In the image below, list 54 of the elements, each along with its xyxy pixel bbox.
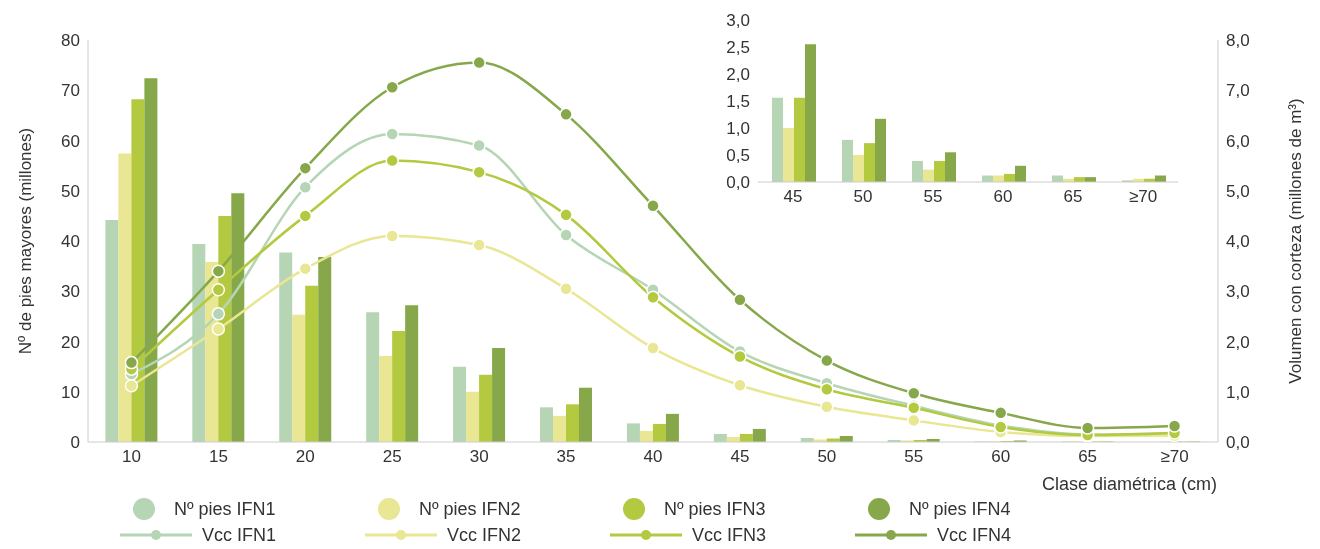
x-tick-label: 30 bbox=[469, 447, 489, 467]
y-tick-label: 40 bbox=[61, 232, 80, 252]
x-tick-label: 15 bbox=[208, 447, 228, 467]
y-tick-label: 0 bbox=[70, 433, 80, 453]
y2-axis-title: Volumen con corteza (millones de m³) bbox=[1286, 98, 1306, 384]
y-tick-label: 3,0 bbox=[726, 11, 750, 31]
y-tick-label: 2,0 bbox=[726, 65, 750, 85]
y-tick-label: 60 bbox=[61, 131, 80, 151]
legend-label: Nº pies IFN3 bbox=[664, 498, 766, 520]
y2-tick-label: 1,0 bbox=[1226, 382, 1250, 402]
x-axis-title: Clase diamétrica (cm) bbox=[1041, 474, 1217, 495]
x-tick-label: 60 bbox=[993, 187, 1013, 207]
x-tick-label: 55 bbox=[904, 447, 924, 467]
x-tick-label: 50 bbox=[817, 447, 837, 467]
legend-label: Vcc IFN2 bbox=[447, 524, 522, 546]
y2-tick-label: 2,0 bbox=[1226, 332, 1250, 352]
legend-label: Vcc IFN1 bbox=[202, 524, 277, 546]
y2-tick-label: 5,0 bbox=[1226, 181, 1250, 201]
y-tick-label: 1,5 bbox=[726, 92, 750, 112]
legend-label: Nº pies IFN4 bbox=[909, 498, 1011, 520]
legend-label: Nº pies IFN1 bbox=[174, 498, 276, 520]
y-axis-title: Nº de pies mayores (millones) bbox=[16, 127, 36, 355]
y-tick-label: 1,0 bbox=[726, 119, 750, 139]
y2-tick-label: 6,0 bbox=[1226, 131, 1250, 151]
y2-tick-label: 8,0 bbox=[1226, 31, 1250, 51]
x-tick-label: 45 bbox=[730, 447, 750, 467]
legend-label: Vcc IFN3 bbox=[692, 524, 767, 546]
y-tick-label: 80 bbox=[61, 31, 80, 51]
x-tick-label: 65 bbox=[1078, 447, 1098, 467]
x-tick-label: 20 bbox=[295, 447, 315, 467]
y2-tick-label: 4,0 bbox=[1226, 232, 1250, 252]
y-tick-label: 20 bbox=[61, 332, 80, 352]
x-tick-label: 35 bbox=[556, 447, 576, 467]
y2-tick-label: 7,0 bbox=[1226, 81, 1250, 101]
legend-label: Vcc IFN4 bbox=[937, 524, 1012, 546]
x-tick-label: 10 bbox=[122, 447, 141, 467]
legend-label: Nº pies IFN2 bbox=[419, 498, 521, 520]
x-tick-label: 50 bbox=[853, 187, 873, 207]
x-tick-label: ≥70 bbox=[1160, 447, 1189, 467]
y-tick-label: 70 bbox=[61, 81, 80, 101]
x-tick-label: 60 bbox=[991, 447, 1011, 467]
y-tick-label: 30 bbox=[61, 282, 80, 302]
x-tick-label: 45 bbox=[783, 187, 803, 207]
y-tick-label: 0,0 bbox=[726, 173, 750, 193]
y-tick-label: 0,5 bbox=[726, 146, 750, 166]
x-tick-label: 25 bbox=[382, 447, 402, 467]
x-tick-label: ≥70 bbox=[1128, 187, 1158, 207]
x-tick-label: 65 bbox=[1063, 187, 1083, 207]
y-tick-label: 2,5 bbox=[726, 38, 750, 58]
y2-tick-label: 3,0 bbox=[1226, 282, 1250, 302]
y-tick-label: 10 bbox=[61, 382, 80, 402]
x-tick-label: 40 bbox=[643, 447, 663, 467]
y2-tick-label: 0,0 bbox=[1226, 433, 1250, 453]
x-tick-label: 55 bbox=[923, 187, 943, 207]
